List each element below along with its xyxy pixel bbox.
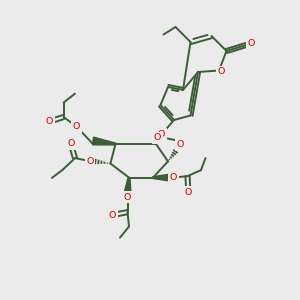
Polygon shape [124,178,131,194]
Text: O: O [185,188,192,197]
Text: O: O [158,130,165,139]
Text: O: O [73,122,80,131]
Text: O: O [67,140,74,148]
Text: O: O [46,117,53,126]
Text: O: O [170,173,177,182]
Text: O: O [109,211,116,220]
Text: O: O [218,68,225,76]
Text: O: O [177,140,184,149]
Polygon shape [153,174,171,181]
Text: O: O [248,39,255,48]
Polygon shape [92,137,116,145]
Text: O: O [154,134,161,142]
Text: O: O [86,157,94,166]
Text: O: O [124,193,131,202]
